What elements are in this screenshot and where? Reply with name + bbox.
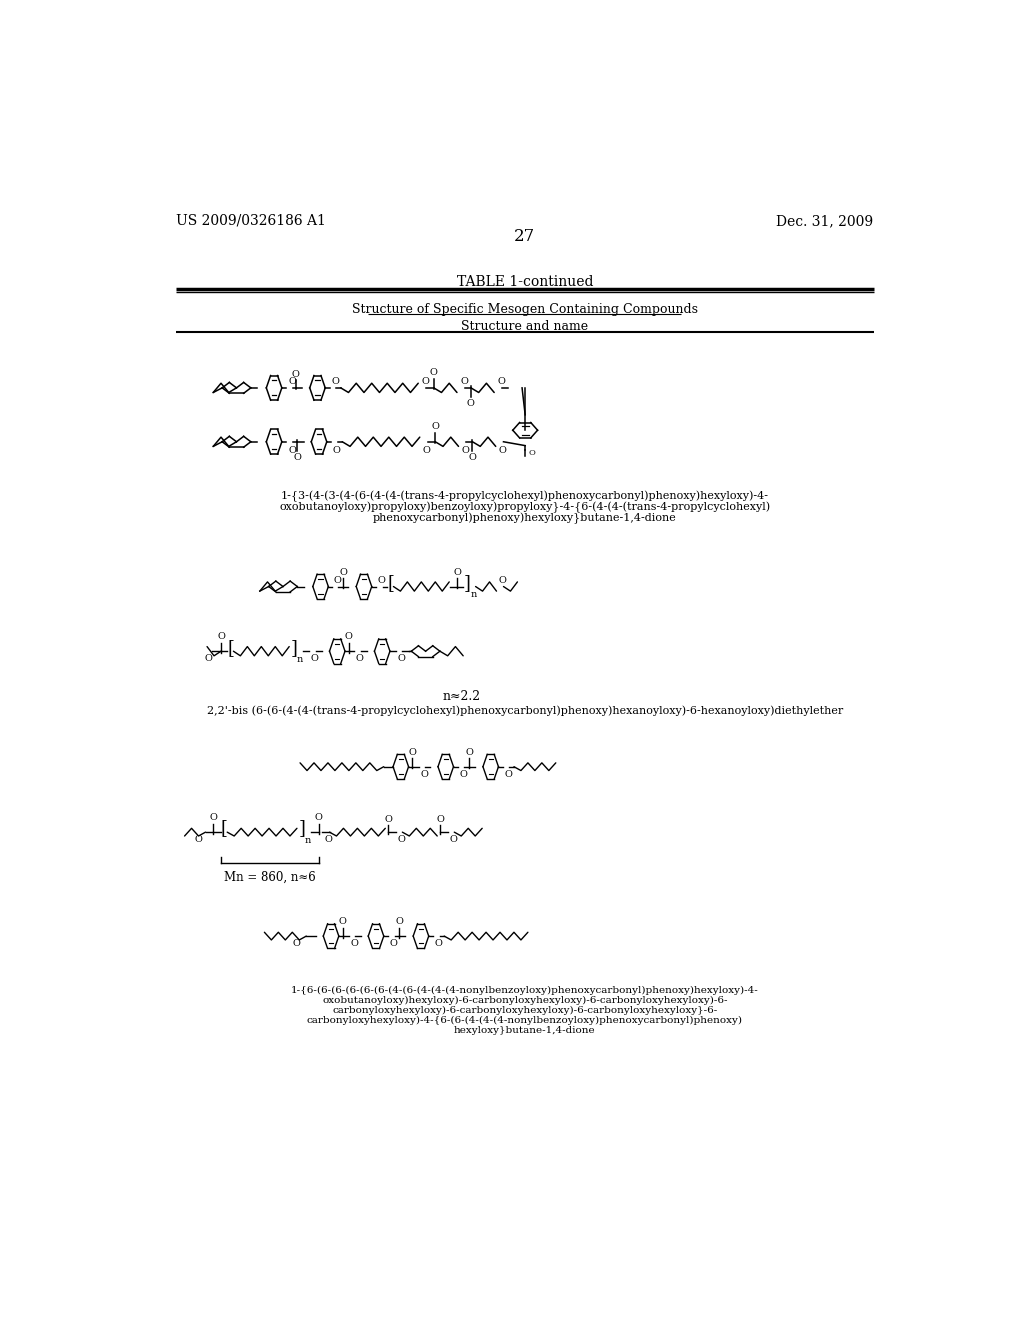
Text: O: O [311, 655, 318, 663]
Text: TABLE 1-continued: TABLE 1-continued [457, 276, 593, 289]
Text: O: O [423, 446, 431, 454]
Text: O: O [420, 770, 428, 779]
Text: O: O [350, 940, 358, 948]
Text: O: O [460, 378, 468, 387]
Text: O: O [334, 576, 342, 585]
Text: O: O [462, 446, 469, 454]
Text: n: n [305, 836, 311, 845]
Text: Structure and name: Structure and name [461, 321, 589, 333]
Text: O: O [397, 655, 406, 663]
Text: oxobutanoyloxy)propyloxy)benzoyloxy)propyloxy}-4-{6-(4-(4-(trans-4-propylcyclohe: oxobutanoyloxy)propyloxy)benzoyloxy)prop… [280, 502, 770, 513]
Text: O: O [288, 378, 296, 387]
Text: O: O [378, 576, 386, 585]
Text: O: O [436, 814, 444, 824]
Text: O: O [288, 446, 296, 454]
Text: O: O [430, 368, 437, 378]
Text: O: O [333, 446, 341, 454]
Text: O: O [505, 770, 513, 779]
Text: 1-{6-(6-(6-(6-(6-(6-(4-(6-(4-(4-(4-nonylbenzoyloxy)phenoxycarbonyl)phenoxy)hexyl: 1-{6-(6-(6-(6-(6-(6-(4-(6-(4-(4-(4-nonyl… [291, 986, 759, 995]
Text: 1-{3-(4-(3-(4-(6-(4-(4-(trans-4-propylcyclohexyl)phenoxycarbonyl)phenoxy)hexylox: 1-{3-(4-(3-(4-(6-(4-(4-(trans-4-propylcy… [281, 491, 769, 503]
Text: O: O [314, 813, 323, 822]
Text: O: O [465, 747, 473, 756]
Text: O: O [469, 453, 476, 462]
Text: [: [ [387, 574, 394, 593]
Text: O: O [339, 917, 346, 927]
Text: hexyloxy}butane-1,4-dione: hexyloxy}butane-1,4-dione [454, 1026, 596, 1035]
Text: Structure of Specific Mesogen Containing Compounds: Structure of Specific Mesogen Containing… [352, 304, 697, 317]
Text: O: O [292, 370, 300, 379]
Text: Dec. 31, 2009: Dec. 31, 2009 [776, 214, 873, 228]
Text: O: O [384, 814, 392, 824]
Text: O: O [325, 836, 333, 845]
Text: US 2009/0326186 A1: US 2009/0326186 A1 [176, 214, 326, 228]
Text: [: [ [221, 820, 228, 837]
Text: O: O [209, 813, 217, 822]
Text: ]: ] [464, 574, 471, 593]
Text: O: O [339, 568, 347, 577]
Text: O: O [450, 836, 458, 845]
Text: O: O [205, 655, 213, 663]
Text: 27: 27 [514, 227, 536, 244]
Text: O: O [499, 446, 507, 454]
Text: O: O [390, 940, 398, 948]
Text: ]: ] [299, 820, 305, 837]
Text: O: O [431, 422, 439, 430]
Text: Mn = 860, n≈6: Mn = 860, n≈6 [224, 871, 315, 883]
Text: O: O [294, 453, 301, 462]
Text: [: [ [227, 639, 234, 657]
Text: O: O [499, 576, 507, 585]
Text: O: O [397, 836, 406, 845]
Text: O: O [460, 770, 468, 779]
Text: O: O [217, 632, 225, 642]
Text: O: O [395, 917, 403, 927]
Text: O: O [421, 378, 429, 387]
Text: n: n [470, 590, 476, 599]
Text: carbonyloxyhexyloxy)-4-{6-(6-(4-(4-(4-nonylbenzoyloxy)phenoxycarbonyl)phenoxy): carbonyloxyhexyloxy)-4-{6-(6-(4-(4-(4-no… [307, 1016, 742, 1026]
Text: O: O [409, 747, 417, 756]
Text: O: O [435, 940, 442, 948]
Text: n≈2.2: n≈2.2 [442, 689, 480, 702]
Text: O: O [345, 632, 353, 642]
Text: phenoxycarbonyl)phenoxy)hexyloxy}butane-1,4-dione: phenoxycarbonyl)phenoxy)hexyloxy}butane-… [373, 512, 677, 524]
Text: O: O [453, 568, 461, 577]
Text: O: O [528, 449, 536, 457]
Text: ]: ] [291, 639, 298, 657]
Text: carbonyloxyhexyloxy)-6-carbonyloxyhexyloxy)-6-carbonyloxyhexyloxy}-6-: carbonyloxyhexyloxy)-6-carbonyloxyhexylo… [332, 1006, 718, 1015]
Text: O: O [195, 836, 203, 845]
Text: oxobutanoyloxy)hexyloxy)-6-carbonyloxyhexyloxy)-6-carbonyloxyhexyloxy)-6-: oxobutanoyloxy)hexyloxy)-6-carbonyloxyhe… [323, 997, 727, 1006]
Text: O: O [356, 655, 364, 663]
Text: O: O [332, 378, 339, 387]
Text: O: O [467, 399, 475, 408]
Text: O: O [292, 940, 300, 948]
Text: n: n [297, 655, 303, 664]
Text: O: O [498, 378, 505, 387]
Text: 2,2'-bis (6-(6-(4-(4-(trans-4-propylcyclohexyl)phenoxycarbonyl)phenoxy)hexanoylo: 2,2'-bis (6-(6-(4-(4-(trans-4-propylcycl… [207, 705, 843, 715]
